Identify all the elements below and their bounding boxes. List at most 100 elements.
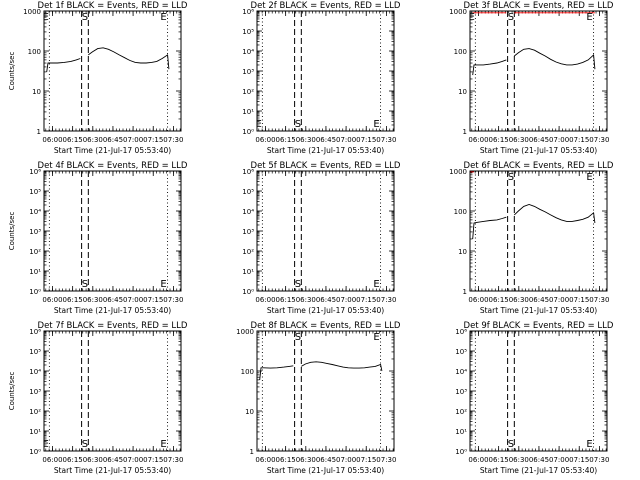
- x-tick-label: 06:00: [42, 296, 62, 304]
- x-tick-label: 06:15: [489, 296, 509, 304]
- plot-frame: [469, 330, 608, 452]
- x-tick-label: 07:15: [356, 296, 376, 304]
- event-marker-e: E: [160, 279, 166, 290]
- x-axis-label: Start Time (21-Jul-17 05:53:40): [267, 306, 384, 315]
- x-tick-label: 06:00: [42, 136, 62, 144]
- y-tick-label: 10⁶: [242, 168, 254, 176]
- x-tick-label: 07:30: [163, 296, 183, 304]
- x-tick-label: 07:30: [376, 296, 396, 304]
- x-tick-label: 07:00: [336, 456, 356, 464]
- x-tick-label: 06:30: [509, 456, 529, 464]
- panel-title: Det 5f BLACK = Events, RED = LLD: [251, 161, 401, 171]
- y-tick-label: 10³: [242, 228, 254, 236]
- y-tick-label: 10⁵: [455, 348, 467, 356]
- x-axis-label: Start Time (21-Jul-17 05:53:40): [267, 146, 384, 155]
- detector-panel-4: Det 4f BLACK = Events, RED = LLD Counts/s…: [8, 161, 188, 315]
- plot-frame: [256, 10, 395, 132]
- x-axis-label: Start Time (21-Jul-17 05:53:40): [54, 466, 171, 475]
- y-tick-label: 10³: [29, 228, 41, 236]
- detector-panel-9: Det 9f BLACK = Events, RED = LLD Start Ti…: [455, 321, 614, 475]
- event-marker-s: S: [82, 279, 88, 290]
- y-tick-label: 10¹: [455, 428, 467, 436]
- y-tick-label: 1: [463, 128, 467, 136]
- x-tick-label: 06:45: [316, 456, 336, 464]
- plot-frame: [469, 10, 608, 132]
- y-tick-label: 10⁵: [242, 188, 254, 196]
- x-tick-label: 06:00: [468, 296, 488, 304]
- event-marker-s: S: [295, 332, 301, 343]
- event-marker-s: S: [82, 12, 88, 23]
- x-tick-label: 07:00: [123, 456, 143, 464]
- y-tick-label: 10⁶: [29, 168, 41, 176]
- y-tick-label: 10⁴: [455, 368, 467, 376]
- x-tick-label: 07:15: [569, 296, 589, 304]
- x-tick-label: 06:45: [529, 136, 549, 144]
- event-marker-e: E: [373, 279, 379, 290]
- y-axis-label: Counts/sec: [8, 372, 16, 411]
- x-tick-label: 06:45: [103, 136, 123, 144]
- y-tick-label: 1000: [449, 168, 467, 176]
- panel-title: Det 9f BLACK = Events, RED = LLD: [464, 321, 614, 331]
- x-tick-label: 07:00: [336, 296, 356, 304]
- x-tick-label: 06:15: [63, 136, 83, 144]
- detector-panel-5: Det 5f BLACK = Events, RED = LLD Start Ti…: [242, 161, 401, 315]
- x-tick-label: 06:15: [489, 456, 509, 464]
- x-tick-label: 07:30: [163, 136, 183, 144]
- x-tick-label: 07:30: [589, 136, 609, 144]
- series-events-line: [46, 58, 81, 72]
- x-tick-label: 07:30: [376, 456, 396, 464]
- y-tick-label: 10²: [242, 88, 254, 96]
- event-marker-e: E: [373, 119, 379, 130]
- x-axis-label: Start Time (21-Jul-17 05:53:40): [480, 146, 597, 155]
- panel-title: Det 7f BLACK = Events, RED = LLD: [38, 321, 188, 331]
- x-tick-label: 06:45: [316, 136, 336, 144]
- x-tick-label: 06:15: [63, 296, 83, 304]
- x-tick-label: 06:45: [103, 296, 123, 304]
- event-marker-e: E: [42, 12, 48, 23]
- plot-frame: [43, 10, 182, 132]
- series-events-line: [472, 59, 507, 76]
- y-tick-label: 10⁴: [29, 208, 41, 216]
- x-axis-label: Start Time (21-Jul-17 05:53:40): [54, 306, 171, 315]
- y-tick-label: 1: [463, 288, 467, 296]
- y-tick-label: 10⁶: [242, 8, 254, 16]
- y-tick-label: 10⁴: [29, 368, 41, 376]
- plot-frame: [43, 330, 182, 452]
- x-tick-label: 06:30: [509, 136, 529, 144]
- series-events-line: [514, 48, 596, 70]
- y-tick-label: 10²: [242, 248, 254, 256]
- x-tick-label: 07:00: [549, 296, 569, 304]
- x-tick-label: 06:00: [468, 456, 488, 464]
- y-axis-label: Counts/sec: [8, 212, 16, 251]
- event-marker-s: S: [295, 279, 301, 290]
- event-marker-s: S: [508, 439, 514, 450]
- detector-panel-8: Det 8f BLACK = Events, RED = LLD Start Ti…: [236, 321, 401, 475]
- y-tick-label: 1000: [449, 8, 467, 16]
- x-tick-label: 06:15: [489, 136, 509, 144]
- event-marker-e: E: [586, 439, 592, 450]
- x-tick-label: 06:30: [296, 456, 316, 464]
- x-tick-label: 07:15: [356, 456, 376, 464]
- event-marker-s: S: [295, 119, 301, 130]
- x-tick-label: 06:45: [529, 296, 549, 304]
- x-tick-label: 06:30: [296, 136, 316, 144]
- x-tick-label: 06:15: [276, 456, 296, 464]
- x-tick-label: 06:30: [83, 456, 103, 464]
- y-tick-label: 1: [250, 448, 254, 456]
- plot-frame: [256, 330, 395, 452]
- y-tick-label: 10²: [29, 408, 41, 416]
- detector-panel-3: Det 3f BLACK = Events, RED = LLD Start Ti…: [449, 1, 614, 155]
- y-tick-label: 100: [454, 48, 467, 56]
- series-events-line: [513, 204, 596, 224]
- x-tick-label: 06:00: [255, 296, 275, 304]
- x-axis-label: Start Time (21-Jul-17 05:53:40): [480, 306, 597, 315]
- y-tick-label: 10¹: [29, 428, 41, 436]
- event-marker-e: E: [160, 439, 166, 450]
- x-axis-label: Start Time (21-Jul-17 05:53:40): [54, 146, 171, 155]
- y-tick-label: 10²: [29, 248, 41, 256]
- x-tick-label: 06:00: [255, 136, 275, 144]
- detector-panel-6: Det 6f BLACK = Events, RED = LLD Start Ti…: [449, 161, 614, 315]
- x-tick-label: 06:00: [255, 456, 275, 464]
- detector-panel-1: Det 1f BLACK = Events, RED = LLD Counts/s…: [8, 1, 188, 155]
